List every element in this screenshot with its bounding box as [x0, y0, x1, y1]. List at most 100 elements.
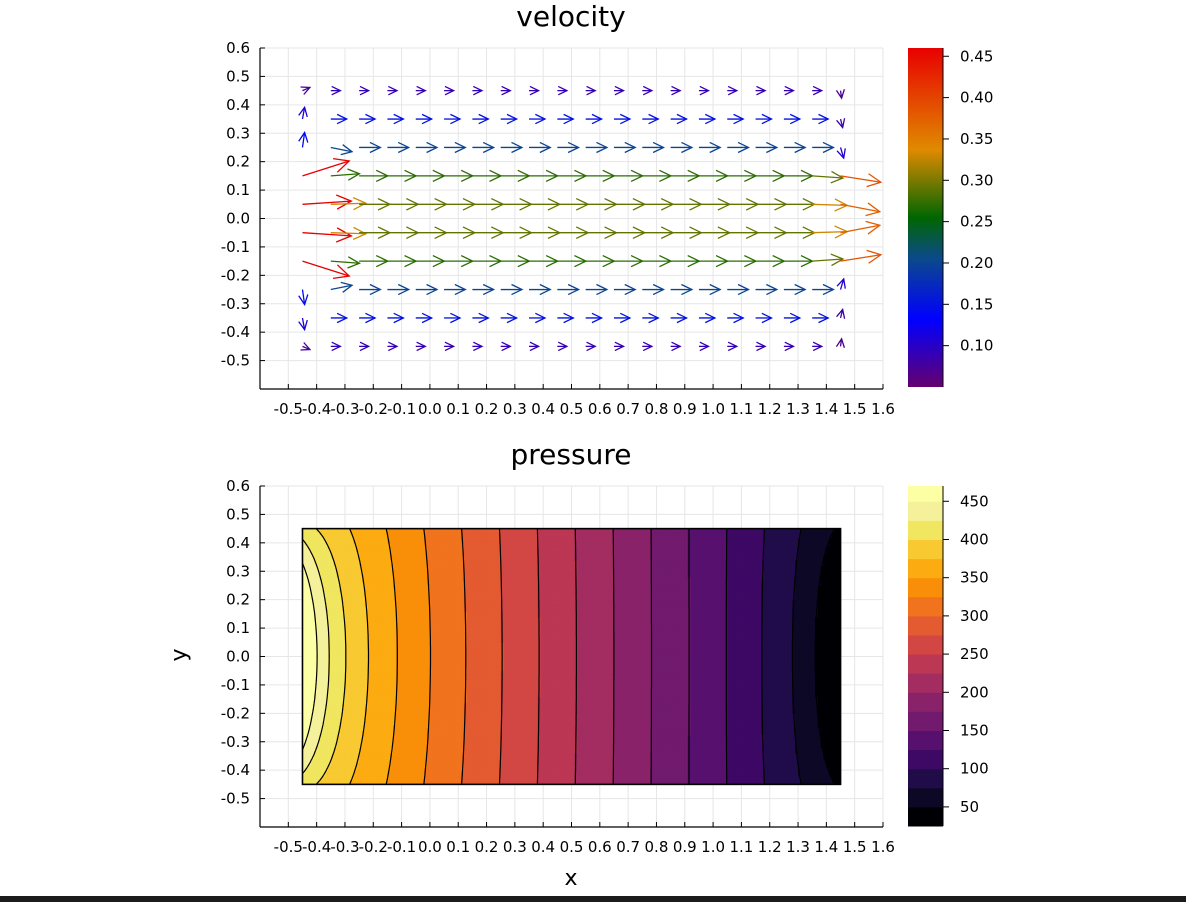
pressure-cell: [529, 764, 533, 768]
pressure-cell: [696, 781, 700, 785]
pressure-cell: [775, 775, 779, 780]
pressure-cell: [503, 781, 507, 785]
velocity-arrow: [727, 141, 750, 154]
pressure-cell: [319, 778, 323, 783]
pressure-cell: [650, 764, 655, 768]
pressure-cell: [829, 781, 833, 785]
pressure-cell: [747, 781, 751, 785]
pressure-cell: [342, 781, 346, 785]
pressure-cell: [461, 778, 465, 783]
pressure-cell: [359, 764, 363, 768]
pressure-cell: [769, 781, 774, 785]
pressure-cell: [585, 773, 590, 777]
pressure-cell: [778, 773, 782, 777]
pressure-cell: [407, 778, 411, 783]
velocity-arrow-head: [671, 341, 682, 352]
pressure-cell: [647, 781, 652, 785]
pressure-cell: [534, 767, 539, 771]
pressure-cell: [834, 781, 839, 785]
pressure-cell: [401, 775, 406, 780]
pressure-cell: [755, 778, 759, 783]
velocity-ytick-label: -0.5: [221, 352, 250, 370]
velocity-arrow-head: [482, 283, 496, 296]
pressure-cell: [421, 770, 425, 774]
velocity-arrow-head: [454, 283, 467, 296]
pressure-cell: [789, 770, 793, 774]
pressure-cell: [798, 781, 802, 785]
pressure-cell: [656, 778, 660, 783]
pressure-cell: [642, 778, 646, 783]
pressure-cell: [642, 775, 646, 780]
pressure-cell: [370, 773, 374, 777]
velocity-arrow-head: [450, 113, 462, 125]
velocity-arrow: [670, 141, 694, 154]
pressure-cell: [642, 767, 646, 771]
pressure-cell: [826, 775, 830, 780]
velocity-arrow: [727, 113, 745, 125]
pressure-cell: [817, 767, 822, 771]
pressure-cell: [565, 778, 570, 783]
pressure-cell: [395, 767, 400, 771]
pressure-cell: [633, 778, 638, 783]
pressure-cell: [418, 761, 423, 766]
pressure-cell: [461, 781, 465, 785]
pressure-cell: [837, 781, 842, 785]
velocity-xtick-label: -0.4: [302, 400, 331, 418]
velocity-arrow-head: [784, 85, 795, 96]
velocity-arrow-head: [557, 341, 569, 352]
velocity-arrow-head: [298, 319, 308, 332]
pressure-cell: [608, 775, 612, 780]
pressure-cell: [741, 773, 745, 777]
pressure-cell: [333, 767, 338, 771]
pressure-cell: [764, 764, 768, 768]
pressure-cell: [758, 770, 762, 774]
pressure-cell: [727, 781, 731, 785]
pressure-cell: [514, 773, 519, 777]
pressure-cell: [602, 775, 607, 780]
pressure-cell: [715, 773, 720, 777]
pressure-cell: [429, 767, 434, 771]
velocity-arrow-head: [359, 341, 371, 352]
velocity-arrow: [840, 249, 883, 264]
velocity-arrow-head: [794, 141, 807, 154]
pressure-cell: [639, 781, 643, 785]
pressure-cell: [588, 778, 592, 783]
pressure-cell: [486, 773, 490, 777]
velocity-arrow: [529, 226, 562, 240]
pressure-cell: [557, 775, 561, 780]
velocity-arrow-head: [529, 85, 541, 96]
velocity-arrow-head: [733, 113, 745, 125]
pressure-cell: [815, 770, 819, 774]
velocity-arrow-head: [652, 141, 666, 154]
pressure-cell: [656, 770, 660, 774]
pressure-cell: [401, 778, 406, 783]
pressure-cell: [551, 773, 556, 777]
pressure-cell: [713, 775, 717, 780]
pressure-cell: [302, 773, 306, 777]
pressure-cell: [526, 781, 530, 785]
velocity-arrow: [642, 283, 666, 296]
pressure-cell: [758, 775, 762, 780]
velocity-arrow-head: [388, 341, 399, 352]
pressure-cell: [755, 770, 759, 774]
pressure-cell: [761, 778, 765, 783]
pressure-cell: [730, 773, 734, 777]
pressure-cell: [670, 778, 675, 783]
pressure-cell: [339, 778, 343, 783]
pressure-cell: [429, 778, 434, 783]
pressure-cell: [747, 775, 751, 780]
pressure-cell: [489, 778, 493, 783]
velocity-arrow: [755, 341, 767, 352]
pressure-cell: [327, 764, 332, 768]
velocity-arrow-head: [733, 312, 745, 324]
pressure-cell: [412, 761, 417, 766]
velocity-arrow: [812, 141, 835, 154]
pressure-cell: [690, 773, 694, 777]
velocity-colorbar: 0.100.150.200.250.300.350.400.45: [908, 47, 993, 387]
pressure-cell: [427, 767, 431, 771]
pressure-cell: [543, 781, 547, 785]
pressure-cell: [815, 764, 819, 768]
pressure-cell: [509, 770, 513, 774]
pressure-cell: [775, 764, 779, 768]
pressure-cell: [582, 767, 587, 771]
